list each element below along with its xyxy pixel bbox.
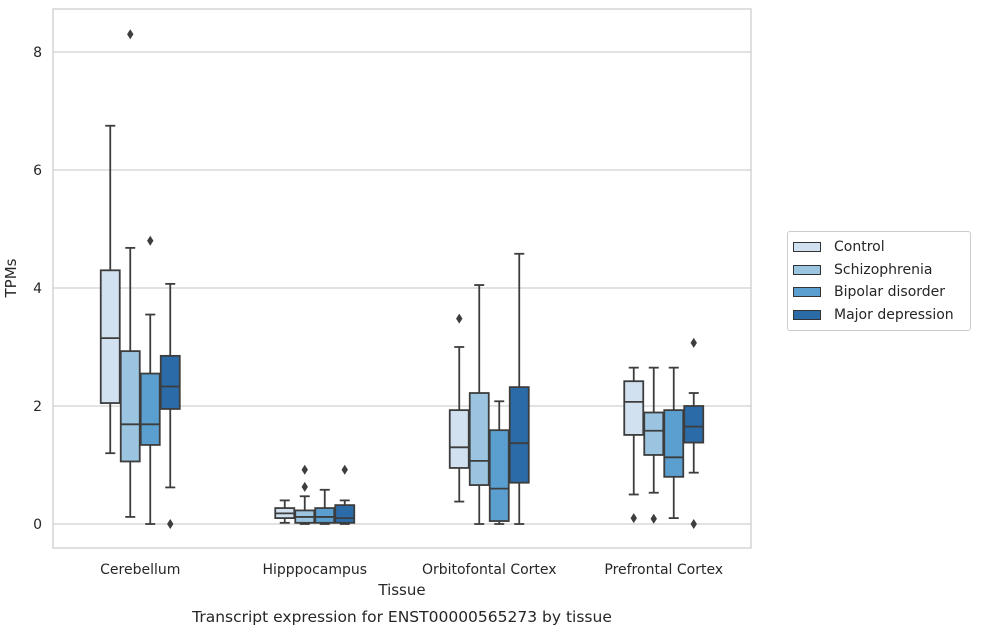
iqr-box bbox=[159, 354, 181, 410]
box-bipolar-disorder bbox=[663, 366, 685, 519]
box-control bbox=[274, 499, 296, 524]
box-schizophrenia bbox=[468, 284, 490, 525]
legend-swatch-bipolar-disorder bbox=[793, 287, 821, 298]
box-major-depression bbox=[683, 337, 705, 529]
iqr-box bbox=[468, 392, 490, 486]
outlier-point bbox=[630, 513, 637, 524]
legend-item-control: Control bbox=[788, 236, 970, 259]
legend-item-schizophrenia: Schizophrenia bbox=[788, 259, 970, 282]
box-major-depression bbox=[159, 282, 181, 529]
box-schizophrenia bbox=[294, 464, 316, 525]
legend-label: Control bbox=[834, 239, 885, 256]
box-schizophrenia bbox=[119, 29, 141, 518]
legend-label: Schizophrenia bbox=[834, 261, 933, 278]
outlier-point bbox=[341, 464, 348, 475]
outlier-point bbox=[690, 337, 697, 348]
outlier-point bbox=[147, 235, 154, 246]
legend-label: Major depression bbox=[834, 306, 954, 323]
y-tick-label: 2 bbox=[33, 399, 42, 415]
x-tick-label: Cerebellum bbox=[100, 562, 180, 578]
iqr-box bbox=[99, 269, 121, 404]
box-bipolar-disorder bbox=[139, 235, 161, 525]
y-tick-label: 6 bbox=[33, 163, 42, 179]
x-tick-labels: Cerebellum Hipppocampus Orbitofontal Corte… bbox=[100, 562, 723, 578]
box-bipolar-disorder bbox=[314, 488, 336, 525]
iqr-box bbox=[139, 372, 161, 446]
iqr-box bbox=[663, 409, 685, 478]
y-tick-labels: 0 2 4 6 8 bbox=[33, 45, 42, 533]
legend-swatch-major-depression bbox=[793, 309, 821, 320]
outlier-point bbox=[167, 519, 174, 529]
iqr-box bbox=[314, 507, 336, 524]
legend-item-major-depression: Major depression bbox=[788, 304, 970, 327]
outlier-point bbox=[650, 513, 657, 524]
legend-item-bipolar-disorder: Bipolar disorder bbox=[788, 281, 970, 304]
plot-boxes bbox=[99, 29, 705, 529]
iqr-box bbox=[119, 350, 141, 463]
outlier-point bbox=[690, 519, 697, 529]
box-control bbox=[623, 366, 645, 524]
legend-swatch-schizophrenia bbox=[793, 264, 821, 275]
iqr-box bbox=[448, 409, 470, 469]
iqr-box bbox=[683, 405, 705, 444]
legend-label: Bipolar disorder bbox=[834, 284, 946, 301]
x-tick-label: Prefrontal Cortex bbox=[604, 562, 723, 578]
chart-title: Transcript expression for ENST0000056527… bbox=[191, 608, 612, 626]
box-major-depression bbox=[508, 252, 530, 525]
x-tick-label: Orbitofontal Cortex bbox=[422, 562, 557, 578]
y-tick-label: 8 bbox=[33, 45, 42, 61]
y-axis-label: TPMs bbox=[2, 258, 20, 298]
y-tick-label: 0 bbox=[33, 517, 42, 533]
legend-swatch-control bbox=[793, 242, 821, 253]
box-bipolar-disorder bbox=[488, 400, 510, 525]
iqr-box bbox=[488, 429, 510, 522]
x-axis-label: Tissue bbox=[377, 581, 425, 599]
iqr-box bbox=[508, 386, 530, 484]
box-control bbox=[448, 313, 470, 503]
iqr-box bbox=[334, 504, 356, 524]
outlier-point bbox=[456, 313, 463, 324]
outlier-point bbox=[301, 481, 308, 492]
box-schizophrenia bbox=[643, 366, 665, 524]
outlier-point bbox=[301, 464, 308, 475]
iqr-box bbox=[643, 411, 665, 456]
outlier-point bbox=[127, 29, 134, 40]
box-major-depression bbox=[334, 464, 356, 525]
legend: Control Schizophrenia Bipolar disorder M… bbox=[787, 231, 971, 331]
iqr-box bbox=[623, 380, 645, 436]
x-tick-label: Hipppocampus bbox=[262, 562, 367, 578]
y-tick-label: 4 bbox=[33, 281, 42, 297]
plot-frame bbox=[52, 8, 752, 549]
box-control bbox=[99, 124, 121, 455]
